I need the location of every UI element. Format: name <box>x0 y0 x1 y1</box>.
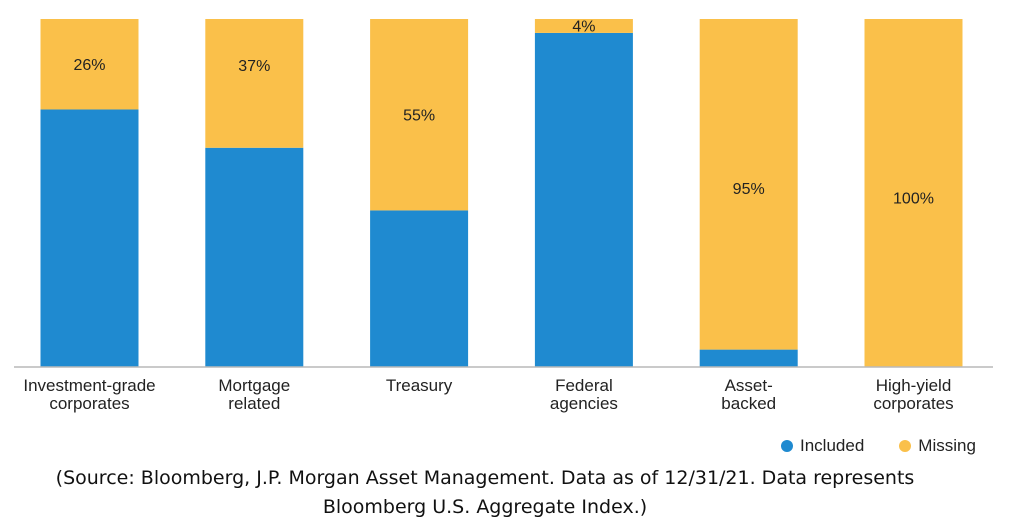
bar-missing-mortgage-related <box>205 19 304 148</box>
bar-missing-asset-backed <box>699 19 798 350</box>
legend-missing-swatch <box>899 440 912 452</box>
data-label-high-yield-corporates: 100% <box>893 190 934 207</box>
legend-missing-label: Missing <box>918 436 976 455</box>
source-note: (Source: Bloomberg, J.P. Morgan Asset Ma… <box>0 464 970 522</box>
category-label-federal-agencies: Federal agencies <box>550 376 618 413</box>
bar-missing-investment-grade-corporates <box>40 19 139 110</box>
legend-item-included: Included <box>781 436 864 456</box>
bar-included-treasury <box>370 210 469 367</box>
legend-included-swatch <box>781 440 793 452</box>
bars-group <box>40 19 963 368</box>
bar-included-asset-backed <box>699 349 798 367</box>
data-label-investment-grade-corporates: 26% <box>73 57 105 74</box>
category-label-high-yield-corporates: High-yield corporates <box>873 376 953 413</box>
stacked-bar-chart: 26% Investment-grade corporates 37% Mortgage… <box>14 18 993 413</box>
category-label-investment-grade-corporates: Investment-grade corporates <box>23 376 155 413</box>
source-line-1: (Source: Bloomberg, J.P. Morgan Asset Ma… <box>55 467 915 489</box>
data-label-mortgage-related: 37% <box>238 58 270 75</box>
bar-included-mortgage-related <box>205 147 304 367</box>
bar-included-federal-agencies <box>534 32 633 368</box>
category-label-treasury: Treasury <box>386 376 453 395</box>
source-line-2: Bloomberg U.S. Aggregate Index.) <box>322 496 648 518</box>
category-label-asset-backed: Asset-backed <box>721 376 776 413</box>
labels-group: 26% Investment-grade corporates 37% Mortgage… <box>23 18 953 413</box>
bar-missing-high-yield-corporates <box>864 19 963 367</box>
legend: Included Missing <box>781 434 976 458</box>
data-label-treasury: 55% <box>403 107 435 124</box>
legend-included-label: Included <box>800 436 865 455</box>
data-label-asset-backed: 95% <box>733 181 765 198</box>
legend-item-missing: Missing <box>899 436 976 456</box>
bar-included-investment-grade-corporates <box>40 109 139 367</box>
data-label-federal-agencies: 4% <box>572 18 595 35</box>
bar-missing-federal-agencies <box>534 19 633 33</box>
category-label-mortgage-related: Mortgage related <box>218 376 290 413</box>
bar-missing-treasury <box>370 19 469 211</box>
